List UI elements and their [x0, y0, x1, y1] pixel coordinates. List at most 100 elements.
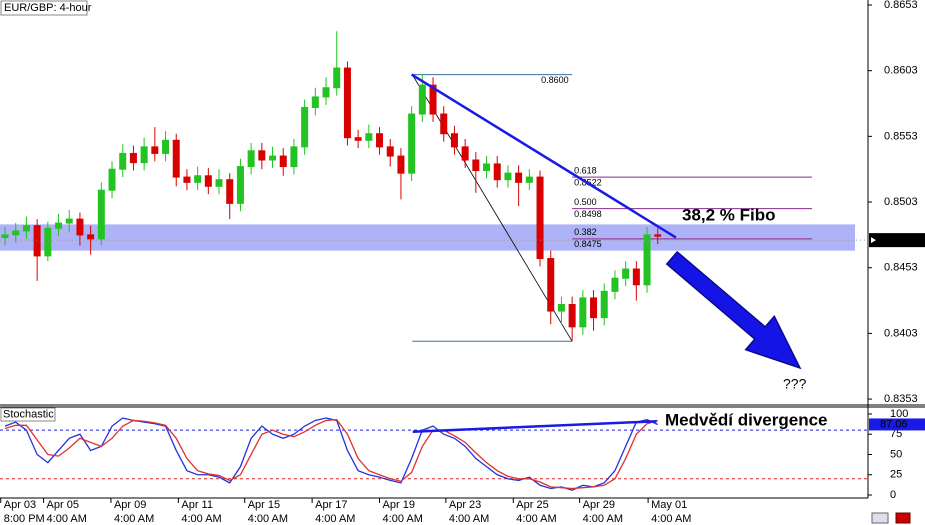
candle-body [33, 225, 41, 257]
x-tick-time: 4:00 AM [315, 513, 355, 525]
candle-body [269, 155, 277, 161]
candle-body [108, 168, 116, 191]
x-tick-time: 4:00 AM [248, 513, 288, 525]
indicator-title: Stochastic [3, 408, 54, 420]
x-tick-label: Apr 19 [383, 499, 415, 511]
current-value-label: 87.06 [880, 418, 908, 430]
current-value-box [869, 418, 925, 431]
candle-body [44, 227, 52, 257]
candle-body [483, 163, 491, 172]
y-tick-label: 0.8603 [884, 65, 918, 77]
x-tick-label: Apr 29 [583, 499, 615, 511]
candle-body [568, 304, 576, 328]
x-tick-time: 4:00 AM [47, 513, 87, 525]
candle-body [365, 133, 373, 141]
x-tick-label: Apr 25 [516, 499, 548, 511]
candle-body [632, 268, 640, 286]
candle-body [504, 172, 512, 181]
trendline [410, 73, 677, 239]
y-tick-label: 0.8653 [884, 0, 918, 11]
fib-price-label: 0.8498 [574, 209, 602, 219]
candle-body [97, 189, 105, 240]
x-tick-label: Apr 05 [47, 499, 79, 511]
x-tick-label: Apr 03 [4, 499, 36, 511]
candle-body [301, 106, 309, 148]
candle-body [247, 150, 255, 168]
candle-body [343, 67, 351, 139]
current-price-label: 0.8474 [884, 234, 918, 246]
candle-body [493, 163, 501, 181]
candle-body [140, 146, 148, 164]
candle-body [397, 155, 405, 174]
candle-body [429, 84, 437, 115]
candle-body [547, 258, 555, 312]
fibo-annotation: 38,2 % Fibo [682, 205, 776, 224]
candle-body [579, 297, 587, 328]
candle-body [55, 222, 63, 229]
candle-body [611, 277, 619, 292]
fib-diagonal [411, 74, 573, 342]
candle-body [279, 155, 287, 168]
y-tick-label: 50 [890, 448, 902, 460]
candle-body [590, 297, 598, 319]
candle-body [162, 139, 170, 154]
candle-body [151, 146, 159, 154]
candle-body [215, 179, 223, 187]
divergence-line [412, 420, 657, 434]
y-tick-label: 0 [890, 489, 896, 501]
scroll-icon[interactable] [871, 512, 889, 524]
candle-body [12, 230, 20, 236]
candle-body [557, 304, 565, 312]
forecast-arrow [665, 250, 802, 370]
candle-body [386, 146, 394, 157]
fib-ratio-label: 0.500 [574, 197, 597, 207]
close-icon[interactable] [895, 512, 911, 524]
x-tick-time: 8:00 PM [4, 513, 45, 525]
title-box [0, 0, 88, 16]
candle-body [226, 179, 234, 204]
x-tick-time: 4:00 AM [449, 513, 489, 525]
candle-body [643, 234, 651, 286]
candle-body [600, 290, 608, 319]
candle-body [129, 152, 137, 164]
x-tick-time: 4:00 AM [383, 513, 423, 525]
stochastic-line [4, 417, 659, 491]
y-tick-label: 0.8453 [884, 262, 918, 274]
x-tick-time: 4:00 AM [114, 513, 154, 525]
y-tick-label: 0.8503 [884, 196, 918, 208]
current-price-box [869, 233, 925, 248]
y-tick-label: 0.8403 [884, 327, 918, 339]
x-tick-label: Apr 09 [114, 499, 146, 511]
candle-body [322, 87, 330, 98]
candle-body [333, 67, 341, 89]
chart-title: EUR/GBP: 4-hour [4, 2, 92, 14]
x-tick-label: Apr 15 [248, 499, 280, 511]
y-tick-label: 0.8553 [884, 130, 918, 142]
candle-body [172, 139, 180, 178]
x-tick-time: 4:00 AM [516, 513, 556, 525]
candle-body [472, 159, 480, 172]
candle-body [525, 176, 533, 183]
question-annotation: ??? [783, 376, 807, 392]
fib-ratio-label: 0.618 [574, 165, 597, 175]
fib-high-label: 0.8600 [541, 75, 569, 85]
x-tick-time: 4:00 AM [583, 513, 623, 525]
candle-body [515, 172, 523, 183]
fib-price-label: 0.8475 [574, 239, 602, 249]
x-tick-time: 4:00 AM [651, 513, 691, 525]
x-tick-label: Apr 17 [315, 499, 347, 511]
candle-body [183, 176, 191, 183]
y-tick-label: 0.8353 [884, 393, 918, 405]
y-tick-label: 75 [890, 428, 902, 440]
candle-body [76, 218, 84, 236]
candle-body [450, 133, 458, 148]
x-tick-label: Apr 23 [449, 499, 481, 511]
y-tick-label: 25 [890, 469, 902, 481]
candle-body [1, 234, 9, 239]
candle-body [204, 175, 212, 187]
x-tick-label: May 01 [651, 499, 687, 511]
candle-body [119, 152, 127, 170]
y-tick-label: 100 [890, 408, 908, 420]
